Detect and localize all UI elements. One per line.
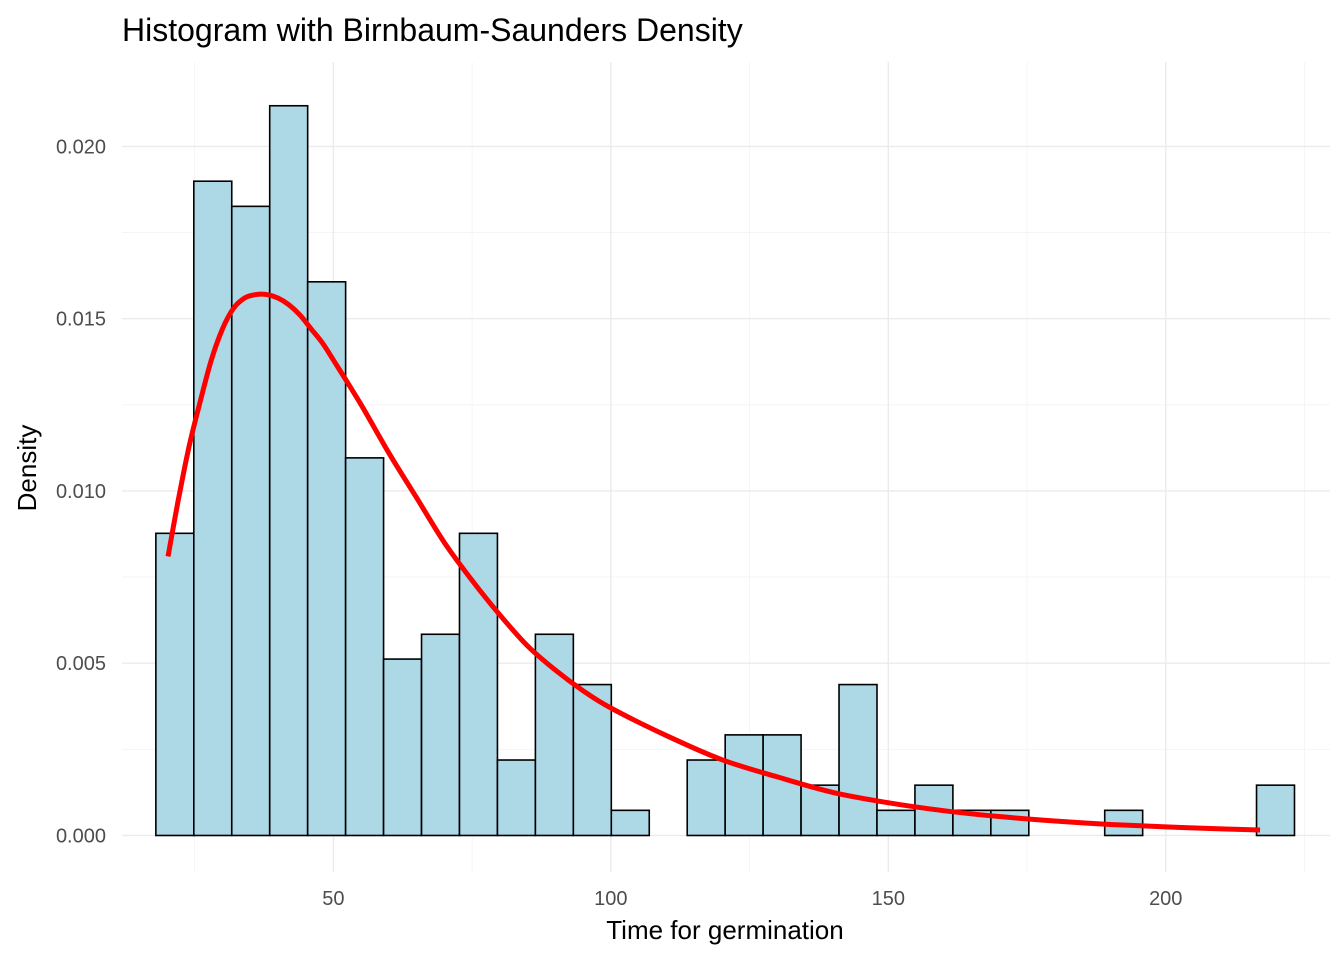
histogram-bar bbox=[610, 809, 651, 837]
histogram-bar bbox=[420, 633, 461, 837]
histogram-bar bbox=[838, 683, 878, 837]
x-tick-label: 50 bbox=[322, 888, 344, 910]
histogram-bar bbox=[155, 532, 195, 837]
histogram-bar bbox=[306, 281, 347, 837]
x-tick-label: 150 bbox=[872, 888, 905, 910]
y-tick-label: 0.005 bbox=[56, 653, 106, 675]
x-tick-label: 100 bbox=[594, 888, 627, 910]
histogram-bar bbox=[268, 104, 309, 837]
histogram-bar bbox=[686, 759, 726, 837]
histogram-bar bbox=[724, 734, 764, 837]
histogram-bar bbox=[800, 784, 840, 837]
histogram-bar bbox=[534, 633, 575, 837]
histogram-bar bbox=[193, 180, 233, 837]
histogram-bars bbox=[155, 104, 1296, 837]
histogram-bar bbox=[382, 658, 423, 837]
y-axis-tick-labels: 0.000 0.005 0.010 0.015 0.020 bbox=[56, 136, 106, 847]
x-tick-label: 200 bbox=[1149, 888, 1182, 910]
histogram-bar bbox=[496, 759, 537, 837]
y-tick-label: 0.010 bbox=[56, 481, 106, 503]
density-curve bbox=[165, 291, 1261, 833]
histogram-bar bbox=[230, 205, 271, 837]
y-tick-label: 0.020 bbox=[56, 136, 106, 158]
histogram-bar bbox=[572, 683, 613, 837]
x-axis-tick-labels: 50 100 150 200 bbox=[322, 888, 1182, 910]
histogram-bar bbox=[1255, 784, 1296, 837]
y-axis-title: Density bbox=[12, 425, 42, 512]
histogram-bar bbox=[344, 457, 385, 837]
histogram-bar bbox=[762, 734, 802, 837]
chart-title: Histogram with Birnbaum-Saunders Density bbox=[122, 12, 743, 48]
x-axis-title: Time for germination bbox=[606, 915, 843, 945]
y-tick-label: 0.000 bbox=[56, 825, 106, 847]
histogram-bar bbox=[876, 809, 916, 837]
y-tick-label: 0.015 bbox=[56, 309, 106, 331]
histogram-bar bbox=[458, 532, 499, 837]
